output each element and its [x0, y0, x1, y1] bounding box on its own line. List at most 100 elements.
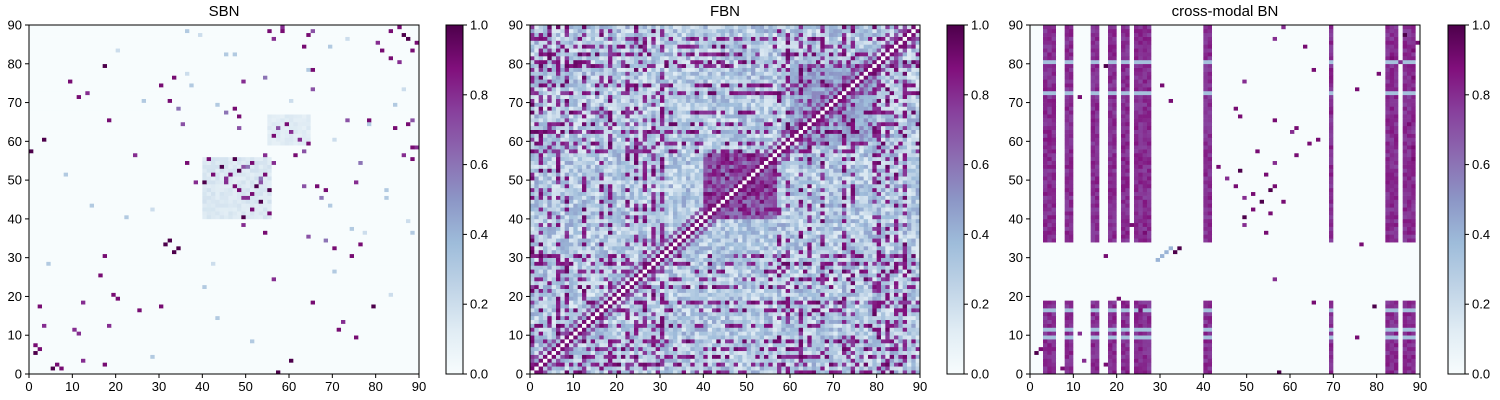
heatmap-cell — [81, 277, 86, 282]
heatmap-cell — [297, 226, 303, 231]
heatmap-cell — [163, 180, 168, 185]
heatmap-cell — [284, 342, 290, 348]
heatmap-cell — [98, 366, 103, 371]
heatmap-cell — [128, 323, 134, 328]
heatmap-cell — [76, 187, 82, 193]
heatmap-cell — [380, 203, 385, 208]
heatmap-cell — [85, 156, 90, 162]
heatmap-cell — [37, 249, 43, 255]
heatmap-cell — [94, 230, 99, 235]
heatmap-cell — [237, 350, 242, 355]
heatmap-cell — [98, 195, 103, 200]
heatmap-cell — [284, 296, 290, 301]
heatmap-cell — [94, 253, 99, 258]
heatmap-cell — [401, 176, 407, 181]
heatmap-cell — [414, 277, 420, 282]
heatmap-cell — [371, 191, 376, 196]
heatmap-cell — [349, 300, 355, 305]
heatmap-cell — [332, 222, 337, 227]
heatmap-cell — [128, 273, 134, 278]
heatmap-cell — [349, 215, 355, 220]
heatmap-cell — [37, 269, 43, 274]
heatmap-cell — [258, 346, 264, 352]
heatmap-cell — [375, 339, 381, 344]
heatmap-cell — [319, 280, 324, 286]
heatmap-cell — [189, 238, 194, 243]
heatmap-cell — [228, 253, 233, 258]
heatmap-cell — [289, 238, 294, 243]
heatmap-cell — [315, 311, 320, 317]
heatmap-cell — [250, 195, 255, 200]
heatmap-cell — [211, 261, 216, 266]
heatmap-cell — [63, 366, 69, 371]
heatmap-cell — [367, 203, 372, 208]
heatmap-cell — [354, 350, 359, 355]
heatmap-cell — [332, 311, 337, 317]
heatmap-cell — [306, 304, 311, 309]
heatmap-cell — [46, 207, 51, 212]
heatmap-cell — [310, 339, 316, 344]
heatmap-cell — [37, 308, 43, 313]
heatmap-cell — [323, 180, 329, 185]
heatmap-cell — [414, 280, 420, 286]
heatmap-cell — [102, 273, 108, 278]
heatmap-cell — [258, 257, 264, 262]
heatmap-cell — [393, 358, 398, 363]
heatmap-cell — [397, 346, 402, 352]
heatmap-cell — [224, 160, 229, 165]
heatmap-cell — [263, 296, 268, 301]
heatmap-cell — [55, 199, 60, 204]
heatmap-cell — [250, 176, 255, 181]
heatmap-cell — [107, 315, 112, 321]
heatmap-cell — [375, 358, 381, 363]
heatmap-cell — [50, 331, 56, 336]
heatmap-cell — [107, 300, 112, 305]
heatmap-cell — [63, 342, 69, 348]
heatmap-cell — [310, 300, 316, 305]
heatmap-cell — [176, 308, 181, 313]
heatmap-cell — [232, 288, 238, 293]
heatmap-cell — [371, 249, 376, 255]
heatmap-cell — [302, 288, 307, 293]
heatmap-cell — [37, 280, 43, 286]
heatmap-cell — [94, 362, 99, 367]
heatmap-cell — [98, 323, 103, 328]
heatmap-cell — [358, 350, 363, 355]
heatmap-cell — [202, 253, 207, 258]
heatmap-cell — [206, 253, 212, 258]
heatmap-cell — [228, 168, 233, 173]
heatmap-cell — [50, 183, 56, 189]
heatmap-cell — [306, 238, 311, 243]
heatmap-cell — [172, 354, 177, 359]
heatmap-cell — [284, 199, 290, 204]
heatmap-cell — [358, 253, 363, 258]
heatmap-cell — [176, 358, 181, 363]
heatmap-cell — [336, 172, 342, 177]
heatmap-cell — [380, 164, 385, 169]
heatmap-cell — [202, 350, 207, 355]
heatmap-cell — [189, 207, 194, 212]
heatmap-cell — [319, 180, 324, 185]
heatmap-cell — [371, 199, 376, 204]
heatmap-cell — [388, 183, 394, 189]
heatmap-cell — [185, 308, 190, 313]
heatmap-cell — [410, 296, 415, 301]
heatmap-cell — [154, 203, 160, 208]
heatmap-cell — [33, 370, 38, 375]
heatmap-cell — [111, 346, 116, 352]
heatmap-cell — [315, 335, 320, 340]
heatmap-cell — [254, 222, 259, 227]
heatmap-cell — [146, 215, 151, 220]
heatmap-cell — [72, 249, 77, 255]
heatmap-cell — [410, 335, 415, 340]
heatmap-cell — [37, 277, 43, 282]
heatmap-cell — [250, 226, 255, 231]
heatmap-cell — [371, 273, 376, 278]
heatmap-cell — [89, 273, 95, 278]
heatmap-cell — [85, 187, 90, 193]
heatmap-cell — [297, 311, 303, 317]
heatmap-cell — [380, 234, 385, 239]
heatmap-cell — [354, 284, 359, 289]
heatmap-cell — [349, 164, 355, 169]
heatmap-cell — [302, 230, 307, 235]
